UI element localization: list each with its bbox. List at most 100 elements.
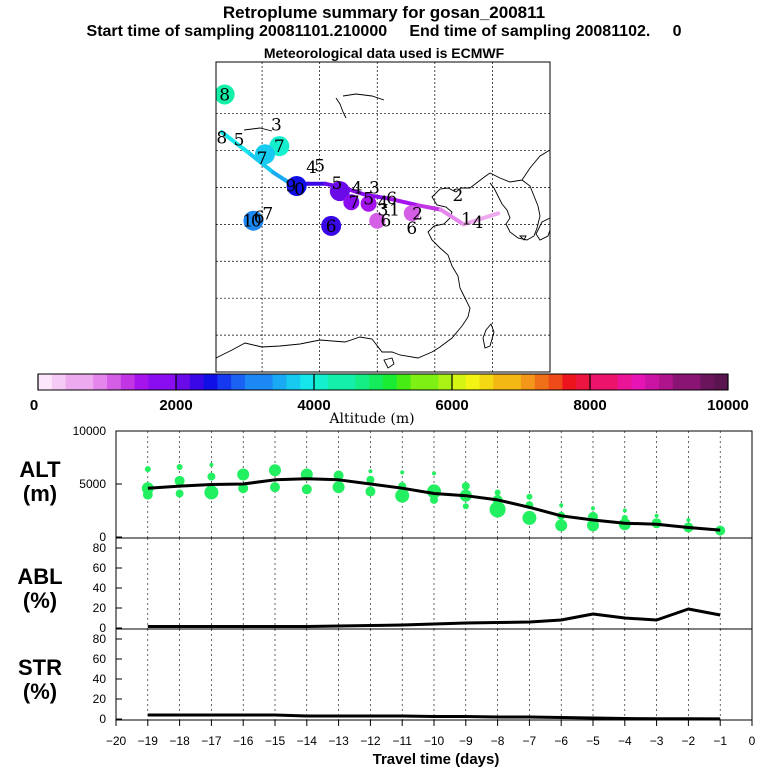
plume-point xyxy=(238,483,249,494)
colorbar-cell xyxy=(189,374,204,390)
plume-point xyxy=(621,514,628,521)
colorbar-cell xyxy=(507,374,522,390)
y-tick-label: 40 xyxy=(93,672,107,686)
str-panel: 0 20 40 60 80 STR(%) xyxy=(18,628,753,726)
y-tick-label: 0 xyxy=(99,530,106,544)
colorbar-cell xyxy=(120,374,135,390)
plume-point xyxy=(654,513,659,518)
plume-blob xyxy=(321,215,342,236)
x-tick-label: −18 xyxy=(169,734,190,748)
plume-point xyxy=(555,519,568,532)
colorbar-label: Altitude (m) xyxy=(328,411,414,427)
x-tick-label: −12 xyxy=(360,734,381,748)
end-time-tail: 0 xyxy=(672,23,682,40)
plume-point xyxy=(176,464,183,471)
plume-blob xyxy=(343,194,360,211)
colorbar-cell xyxy=(521,374,536,390)
day-label: 6 xyxy=(406,219,417,239)
colorbar-cell xyxy=(65,374,80,390)
x-axis: −20 −19 −18 −17 −16 −15 −14 −13 −12 −11 −10 −9 −8 −7−… xyxy=(106,720,756,748)
end-time: End time of sampling 20081102. xyxy=(409,23,651,40)
coastline-north-left xyxy=(243,127,273,132)
alt-panel: 0 5000 10000 ALT(m) xyxy=(19,424,753,544)
colorbar-cell xyxy=(134,374,149,390)
plume-point xyxy=(432,471,436,476)
abl-panel: 0 20 40 60 80 ABL(%) xyxy=(17,537,753,635)
colorbar-cell xyxy=(493,374,508,390)
chart-title: Retroplume summary for gosan_200811 xyxy=(222,3,546,22)
day-label: 3 xyxy=(378,201,389,221)
trajectory-segment xyxy=(219,130,253,157)
x-tick-label: −17 xyxy=(201,734,222,748)
colorbar-cell xyxy=(603,374,618,390)
x-axis-label: Travel time (days) xyxy=(373,751,500,768)
plume-point xyxy=(494,489,501,496)
coastline-korea xyxy=(489,172,541,241)
trajectory-segment xyxy=(363,192,391,201)
plume-point xyxy=(489,501,506,518)
colorbar-cell xyxy=(369,374,384,390)
plume-blob xyxy=(254,144,275,165)
day-label: 3 xyxy=(369,178,380,198)
colorbar-cell xyxy=(438,374,453,390)
colorbar-cell xyxy=(355,374,370,390)
colorbar-cell xyxy=(272,374,287,390)
day-label: 6 xyxy=(380,212,391,232)
colorbar-cell xyxy=(396,374,411,390)
colorbar-cell xyxy=(286,374,301,390)
trajectory-segment xyxy=(461,211,501,227)
day-label: 5 xyxy=(363,190,374,210)
plume-blob xyxy=(369,212,386,229)
colorbar-tick-label: 4000 xyxy=(297,397,330,414)
plume-point xyxy=(522,510,537,525)
coastline-north-lake xyxy=(335,97,347,119)
day-label: 6 xyxy=(326,217,337,237)
plume-point xyxy=(368,469,373,474)
day-label: 5 xyxy=(314,156,325,176)
colorbar-cell xyxy=(645,374,660,390)
colorbar-cell xyxy=(203,374,218,390)
colorbar-tick-label: 6000 xyxy=(435,397,468,414)
day-label: 4 xyxy=(473,213,484,233)
day-label: 5 xyxy=(234,131,245,151)
x-tick-label: −4 xyxy=(618,734,632,748)
colorbar-cell xyxy=(424,374,439,390)
colorbar-cell xyxy=(51,374,66,390)
start-time: Start time of sampling 20081101.210000 xyxy=(86,23,388,40)
colorbar-cell xyxy=(93,374,108,390)
colorbar-cell xyxy=(327,374,342,390)
colorbar-cell xyxy=(383,374,398,390)
panel-unit-label: (%) xyxy=(23,679,57,704)
y-tick-label: 60 xyxy=(93,652,107,666)
plume-point xyxy=(332,481,345,494)
day-label: 9 xyxy=(285,176,296,196)
day-label: 8 xyxy=(219,85,230,105)
day-label: 2 xyxy=(452,186,463,206)
x-tick-label: −7 xyxy=(523,734,537,748)
colorbar-tick-label: 10000 xyxy=(707,397,749,414)
x-tick-label: −19 xyxy=(138,734,159,748)
map-coastlines xyxy=(216,93,550,369)
x-tick-label: −2 xyxy=(682,734,696,748)
x-tick-label: −5 xyxy=(586,734,600,748)
day-label: 4 xyxy=(352,178,363,198)
plume-point xyxy=(209,462,214,467)
plume-point xyxy=(587,519,599,532)
colorbar-tick-label: 0 xyxy=(30,397,38,414)
day-label: 7 xyxy=(349,193,360,213)
plume-point xyxy=(591,506,595,511)
plume-point xyxy=(204,485,219,500)
day-label: 4 xyxy=(306,158,317,178)
coastline-japan xyxy=(535,217,550,241)
day-label: 1 xyxy=(461,209,472,229)
plume-point xyxy=(144,466,151,473)
plume-point xyxy=(174,475,185,486)
colorbar-cell xyxy=(38,374,53,390)
day-label: 1 xyxy=(242,212,253,232)
series-line xyxy=(147,477,721,532)
y-tick-label: 5000 xyxy=(79,477,106,491)
coastline-north xyxy=(342,93,385,101)
series-line xyxy=(147,713,721,721)
